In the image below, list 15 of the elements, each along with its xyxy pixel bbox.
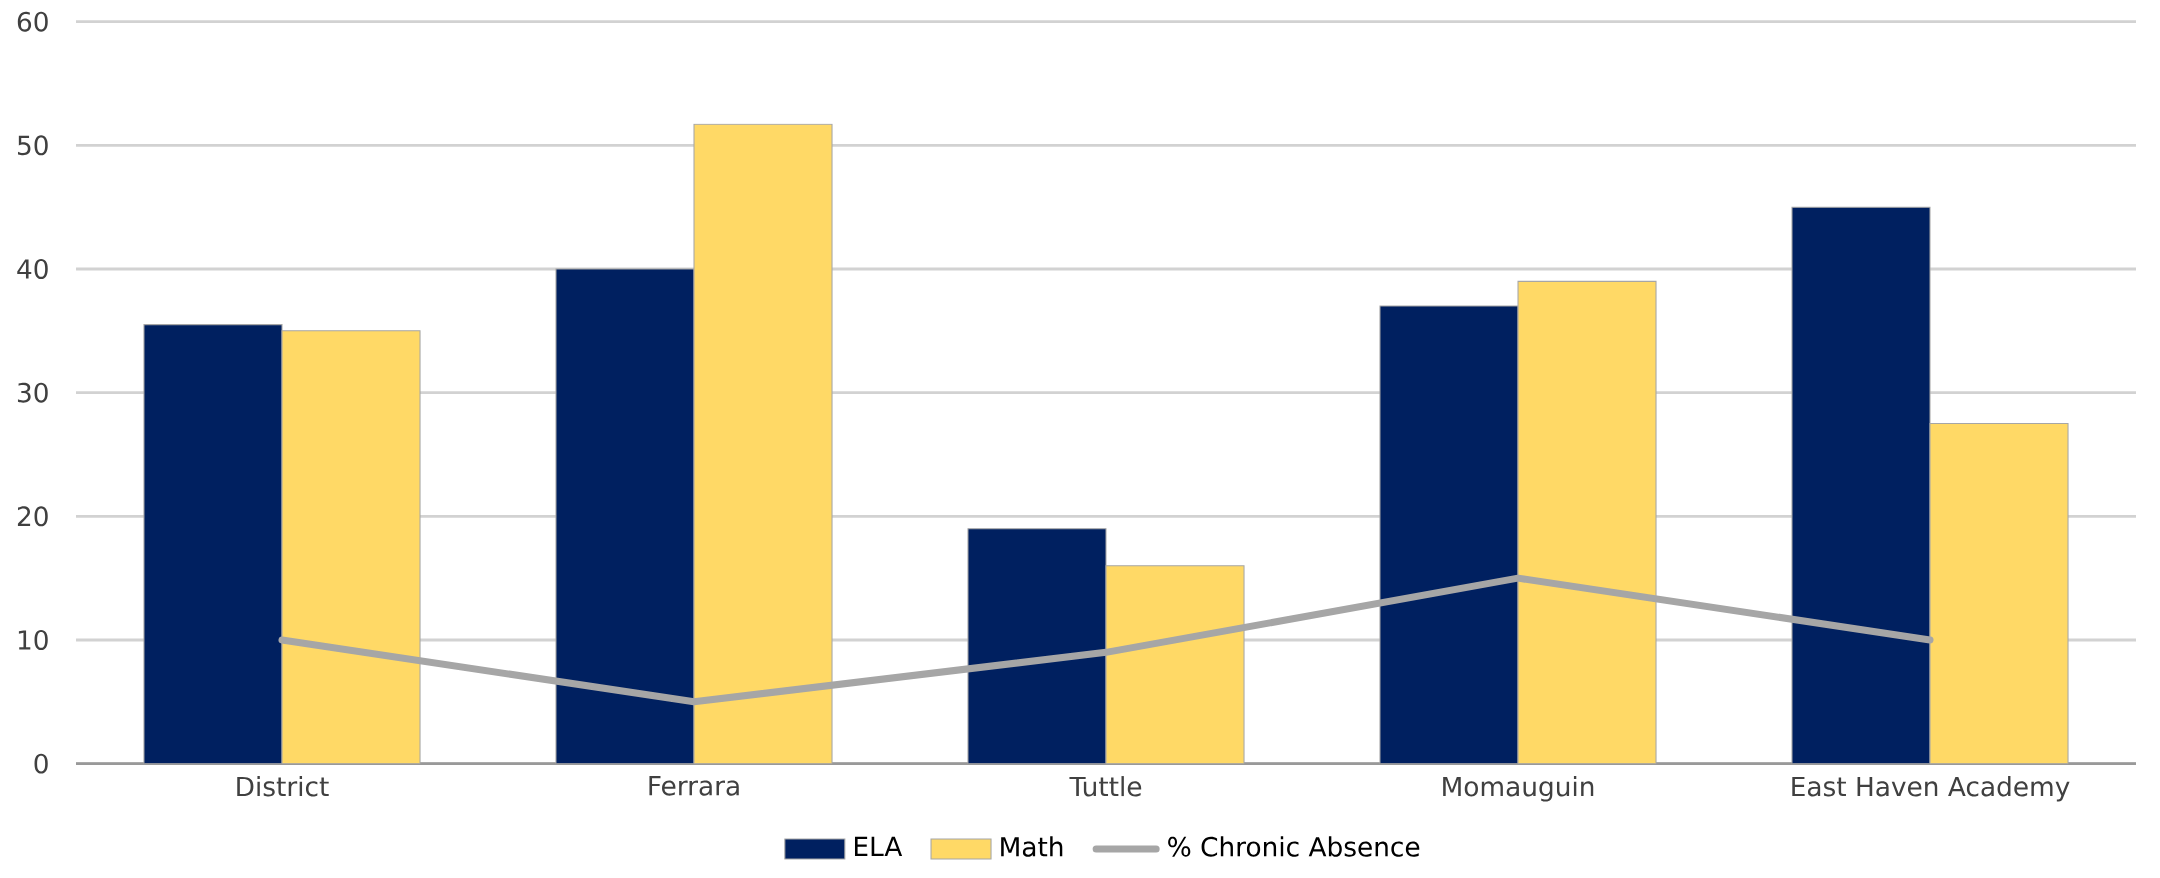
x-tick-label: Tuttle: [1069, 776, 1142, 797]
y-tick-label: 40: [17, 259, 48, 280]
y-tick-label: 0: [34, 753, 48, 774]
x-tick-label: Ferrara: [649, 776, 739, 796]
x-tick-label: East Haven Academy: [1792, 776, 2070, 802]
legend-label: % Chronic Absence: [1168, 836, 1420, 857]
x-tick-label: District: [237, 776, 329, 797]
y-tick-label: 30: [17, 382, 48, 403]
y-tick-label: 60: [17, 11, 48, 32]
y-tick-label: 20: [17, 506, 48, 527]
x-tick-label: Momauguin: [1443, 776, 1594, 802]
y-tick-label: 50: [18, 135, 48, 156]
y-tick-label: 10: [18, 630, 48, 651]
legend-label: ELA: [855, 836, 903, 857]
legend-label: Math: [1001, 836, 1063, 857]
